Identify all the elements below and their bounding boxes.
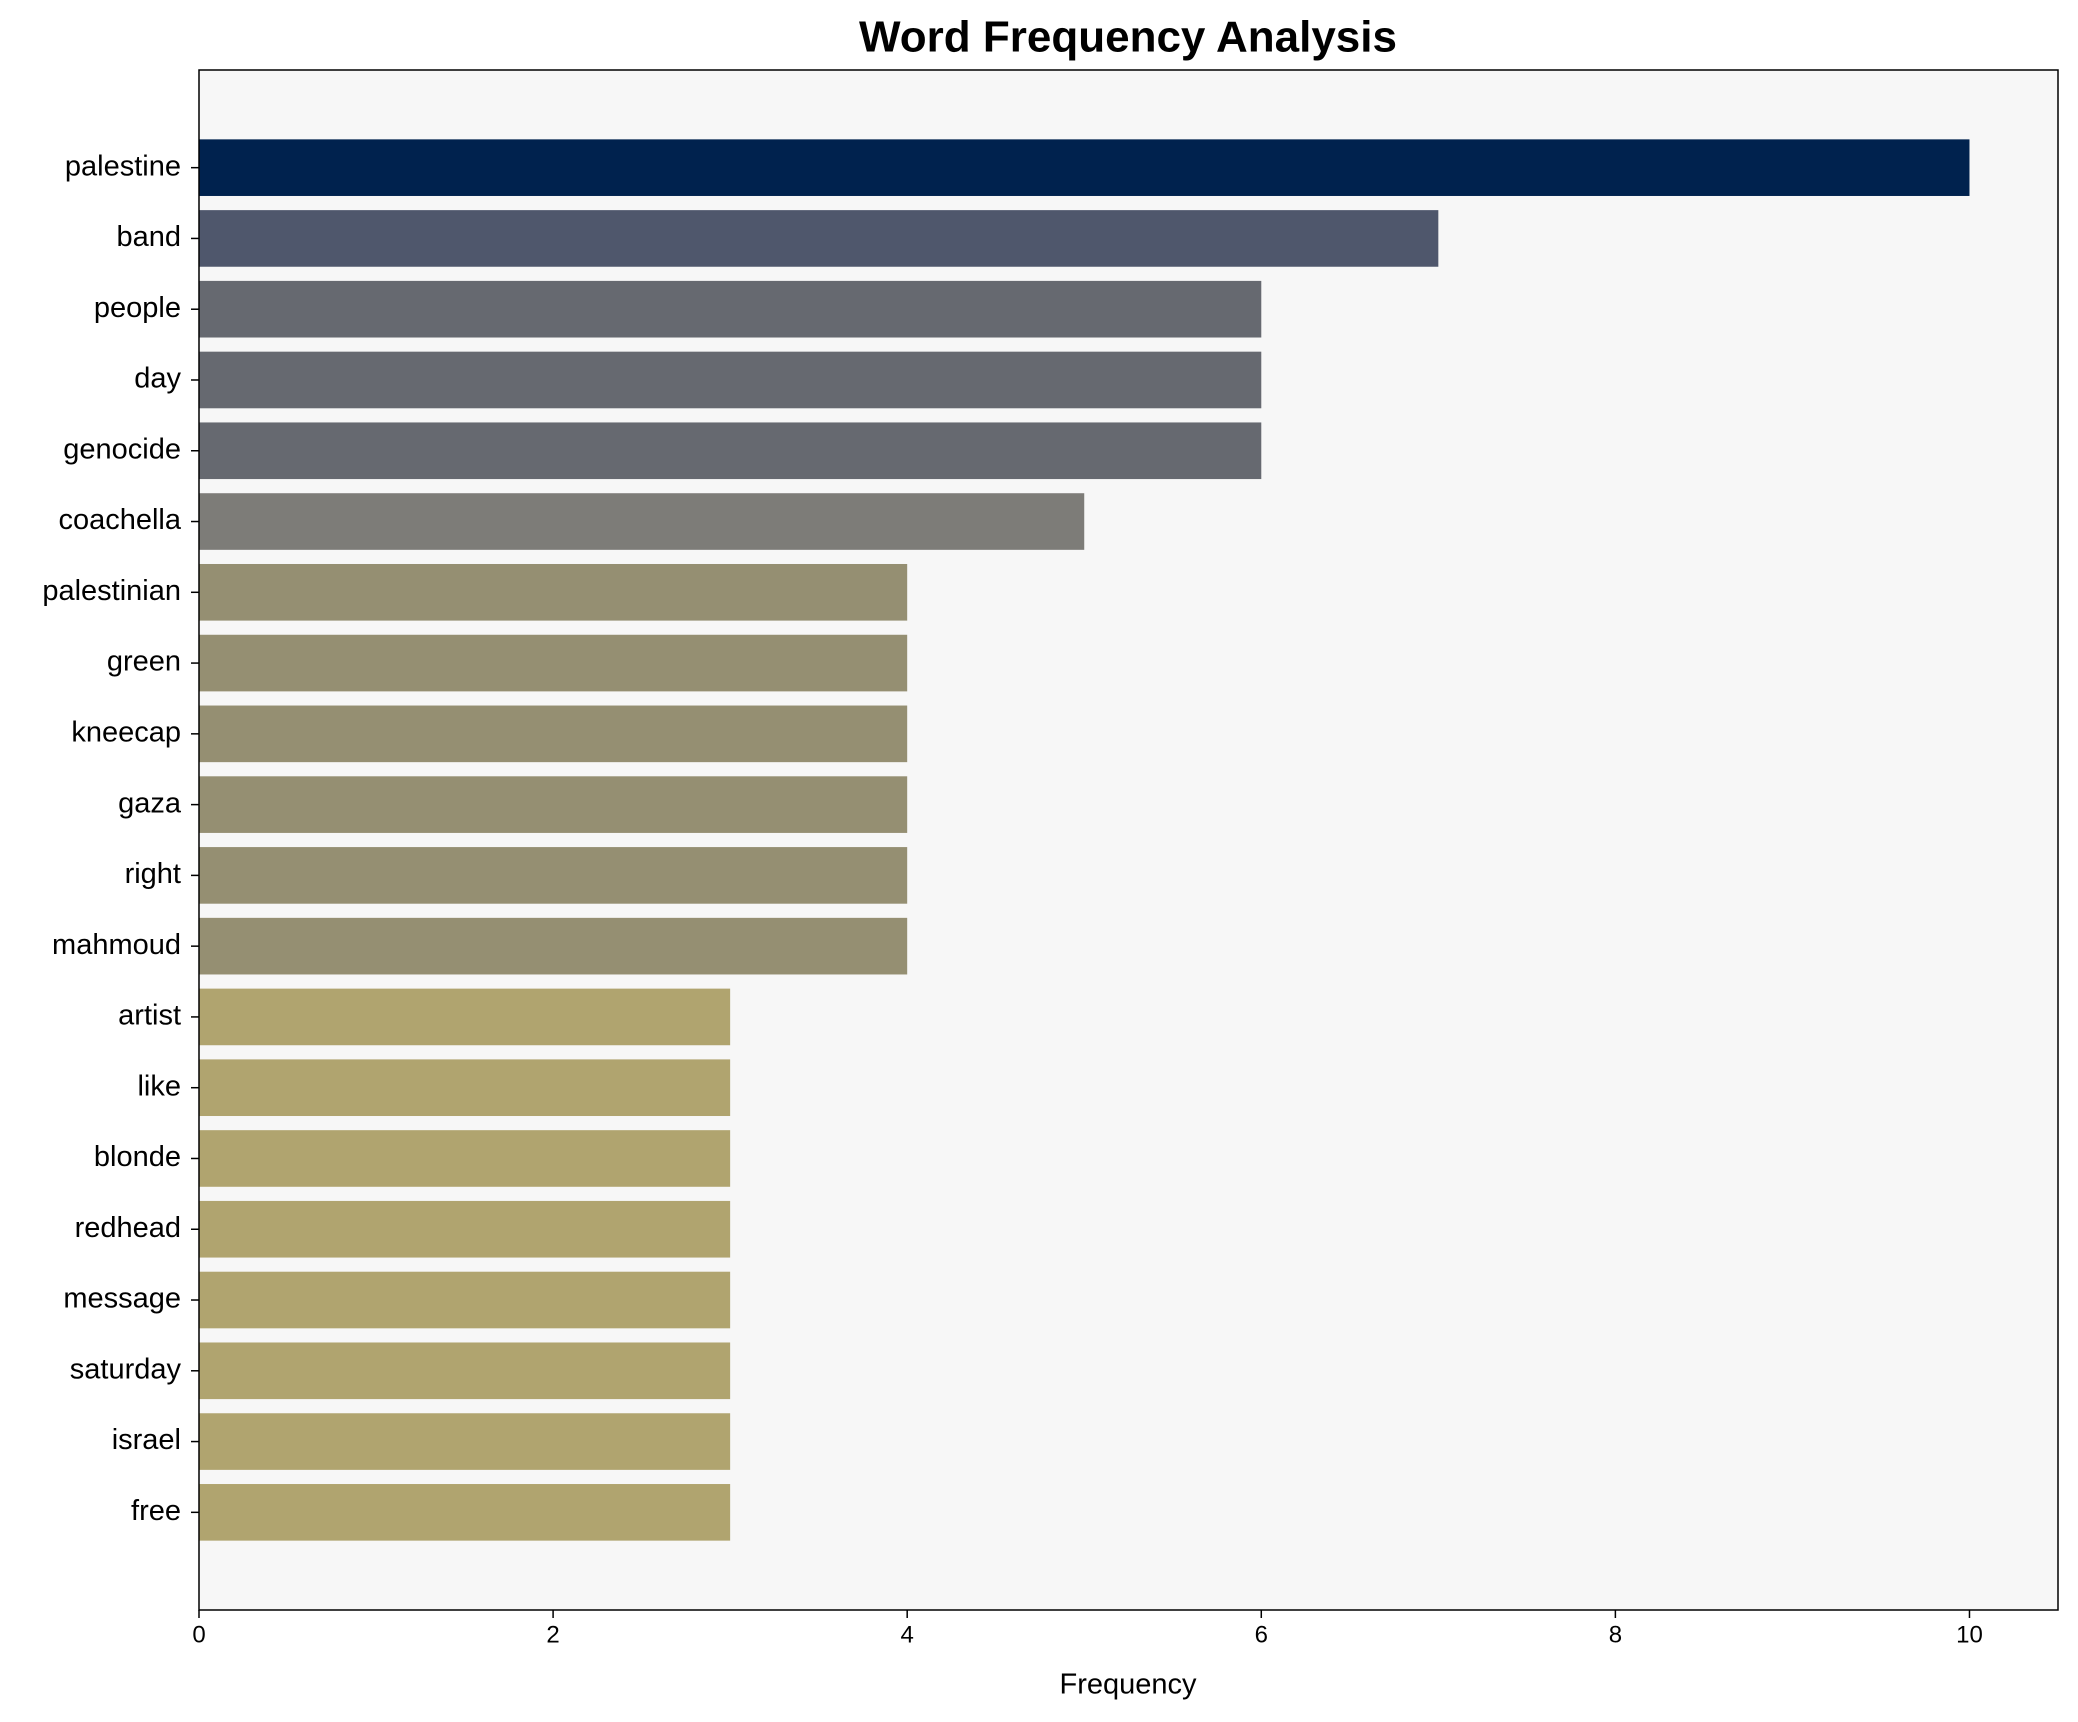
y-tick-label: saturday bbox=[70, 1353, 182, 1385]
y-tick-label: day bbox=[134, 363, 181, 395]
bar bbox=[199, 1342, 731, 1400]
y-tick-label: palestinian bbox=[42, 575, 181, 607]
bar bbox=[199, 1059, 731, 1117]
bar bbox=[199, 210, 1439, 267]
y-tick-label: band bbox=[116, 221, 181, 253]
chart-title: Word Frequency Analysis bbox=[859, 13, 1397, 62]
bar bbox=[199, 1484, 731, 1541]
x-tick-label: 2 bbox=[546, 1621, 559, 1648]
x-tick-label: 6 bbox=[1255, 1621, 1268, 1648]
bar bbox=[199, 139, 1970, 196]
bar bbox=[199, 1271, 731, 1329]
x-tick-label: 4 bbox=[901, 1621, 914, 1648]
y-tick-label: genocide bbox=[63, 433, 181, 465]
bar bbox=[199, 493, 1085, 550]
y-tick-label: right bbox=[125, 858, 181, 890]
x-tick-label: 0 bbox=[192, 1621, 205, 1648]
y-tick-label: coachella bbox=[58, 504, 181, 536]
bar bbox=[199, 917, 908, 975]
bar bbox=[199, 776, 908, 833]
y-tick-label: message bbox=[63, 1283, 181, 1315]
bar bbox=[199, 634, 908, 692]
bar bbox=[199, 1200, 731, 1258]
y-tick-label: blonde bbox=[94, 1141, 181, 1173]
bar bbox=[199, 1130, 731, 1187]
y-tick-label: israel bbox=[112, 1424, 181, 1456]
bar bbox=[199, 351, 1262, 409]
x-axis-label: Frequency bbox=[1059, 1669, 1197, 1701]
x-tick-label: 10 bbox=[1956, 1621, 1983, 1648]
y-tick-label: free bbox=[131, 1495, 181, 1527]
y-tick-label: redhead bbox=[75, 1212, 181, 1244]
bar bbox=[199, 847, 908, 904]
bar bbox=[199, 705, 908, 763]
y-tick-label: kneecap bbox=[71, 716, 181, 748]
plot-frame bbox=[198, 69, 2059, 1611]
x-tick-label: 8 bbox=[1609, 1621, 1622, 1648]
y-tick-label: artist bbox=[118, 1000, 181, 1032]
bar bbox=[199, 1413, 731, 1470]
y-tick-label: palestine bbox=[65, 150, 181, 182]
y-tick-label: people bbox=[94, 292, 181, 324]
bar bbox=[199, 422, 1262, 480]
y-tick-label: green bbox=[107, 646, 181, 678]
bar bbox=[199, 563, 908, 621]
y-tick-label: gaza bbox=[118, 787, 182, 819]
bar bbox=[199, 988, 731, 1046]
bar bbox=[199, 280, 1262, 338]
y-tick-label: like bbox=[137, 1070, 181, 1102]
y-tick-label: mahmoud bbox=[52, 929, 181, 961]
